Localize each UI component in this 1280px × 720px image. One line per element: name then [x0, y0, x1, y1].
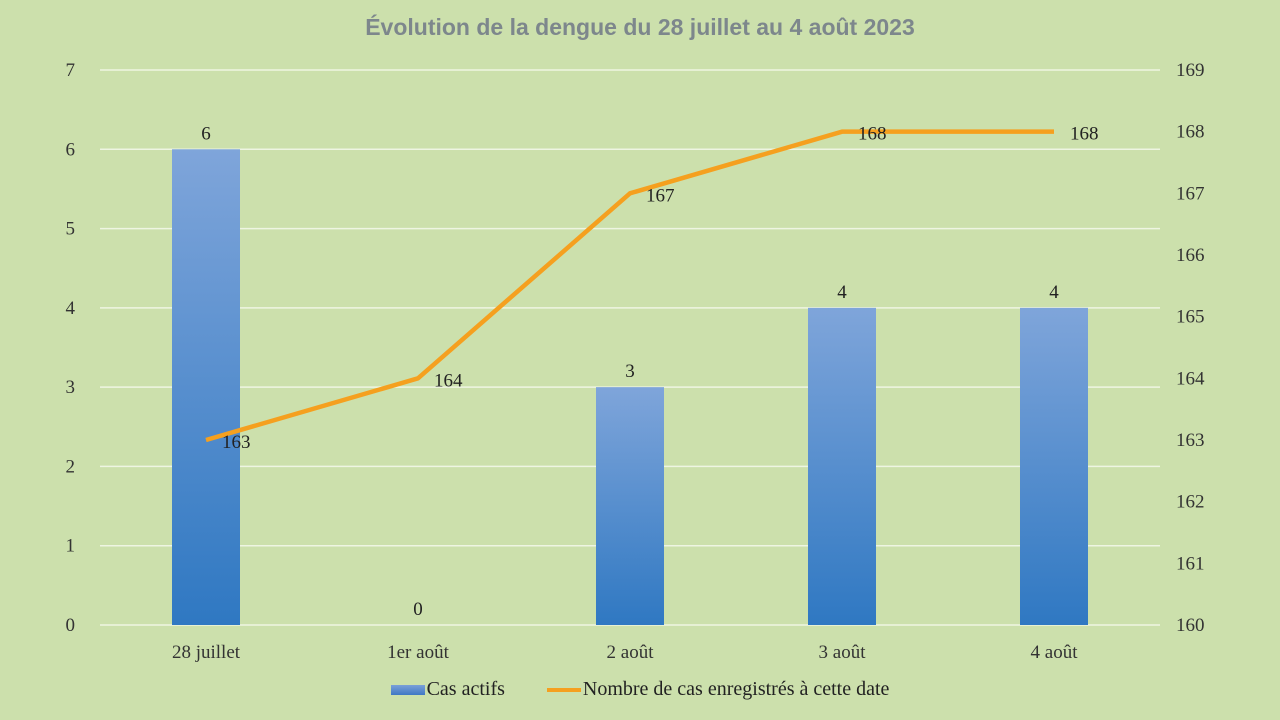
- left-tick-label: 7: [66, 60, 76, 81]
- x-tick-label: 2 août: [607, 642, 655, 663]
- left-tick-label: 5: [66, 219, 76, 240]
- legend-item-line[interactable]: Nombre de cas enregistrés à cette date: [546, 678, 890, 701]
- bar-data-label: 0: [413, 599, 423, 620]
- bar-data-label: 4: [837, 282, 847, 303]
- legend-item-bars[interactable]: Cas actifs: [390, 678, 505, 701]
- right-tick-label: 166: [1176, 245, 1205, 266]
- legend-label: Nombre de cas enregistrés à cette date: [582, 678, 890, 700]
- left-tick-label: 4: [66, 298, 76, 319]
- bar: [596, 387, 664, 625]
- line-data-label: 168: [858, 124, 887, 145]
- bar-data-label: 3: [625, 361, 635, 382]
- line-series: [205, 129, 1054, 443]
- legend-line-swatch: [546, 687, 581, 692]
- right-tick-label: 160: [1176, 615, 1205, 636]
- right-tick-label: 167: [1176, 183, 1205, 204]
- x-tick-label: 4 août: [1031, 642, 1079, 663]
- bar-data-label: 6: [201, 123, 211, 144]
- x-tick-label: 28 juillet: [172, 642, 241, 663]
- bar: [1020, 307, 1088, 625]
- right-tick-label: 168: [1176, 122, 1205, 143]
- chart-title: Évolution de la dengue du 28 juillet au …: [365, 14, 915, 40]
- x-tick-label: 3 août: [819, 642, 867, 663]
- line-data-label: 164: [434, 370, 463, 391]
- right-tick-label: 169: [1176, 60, 1205, 81]
- line-data-label: 168: [1070, 124, 1099, 145]
- right-tick-label: 161: [1176, 553, 1205, 574]
- legend-bar-swatch: [390, 684, 425, 695]
- x-tick-label: 1er août: [387, 642, 449, 663]
- legend: Cas actifs Nombre de cas enregistrés à c…: [0, 678, 1280, 701]
- right-tick-label: 162: [1176, 492, 1205, 513]
- bar: [808, 307, 876, 625]
- left-tick-label: 2: [66, 456, 76, 477]
- left-tick-label: 1: [66, 536, 76, 557]
- bar: [172, 149, 240, 626]
- right-tick-label: 165: [1176, 307, 1205, 328]
- left-tick-label: 0: [66, 615, 76, 636]
- right-tick-label: 164: [1176, 368, 1205, 389]
- legend-label: Cas actifs: [426, 678, 505, 700]
- right-tick-label: 163: [1176, 430, 1205, 451]
- bar-data-label: 4: [1049, 282, 1059, 303]
- left-tick-label: 3: [66, 377, 76, 398]
- line-data-label: 163: [222, 432, 251, 453]
- left-tick-label: 6: [66, 139, 76, 160]
- line-data-label: 167: [646, 185, 675, 206]
